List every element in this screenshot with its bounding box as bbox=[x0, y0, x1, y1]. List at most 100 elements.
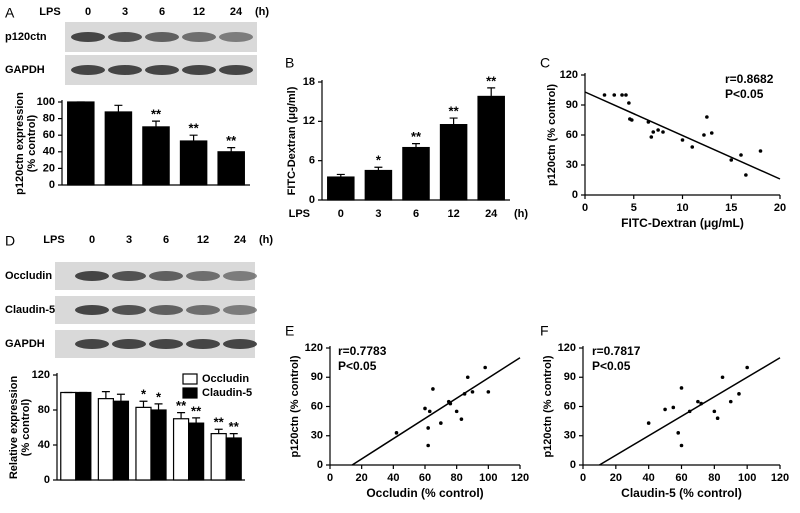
fit-line bbox=[599, 357, 781, 466]
annotation: r=0.7817 bbox=[592, 344, 641, 358]
point bbox=[739, 153, 743, 157]
point bbox=[624, 93, 628, 97]
x-tick-label: 10 bbox=[676, 202, 688, 214]
error-bar bbox=[374, 166, 383, 171]
blot-lane-label: 0 bbox=[89, 234, 95, 246]
y-tick-label: 90 bbox=[564, 371, 576, 383]
blot-band bbox=[108, 32, 142, 42]
y-tick-label: 120 bbox=[32, 369, 50, 381]
blot-band bbox=[219, 32, 253, 42]
bar bbox=[439, 124, 468, 201]
y-axis-title: p120ctn (% control) bbox=[542, 355, 554, 457]
panel-label: A bbox=[5, 5, 15, 21]
x-tick-label: 120 bbox=[511, 472, 529, 484]
annotation: P<0.05 bbox=[338, 359, 377, 373]
panel-label: C bbox=[540, 55, 550, 71]
error-bar bbox=[336, 173, 345, 178]
y-tick-label: 120 bbox=[305, 342, 323, 354]
significance-mark: ** bbox=[229, 419, 240, 434]
blot-band bbox=[186, 339, 220, 349]
x-tick-label: 0 bbox=[327, 472, 333, 484]
blot-band bbox=[145, 65, 179, 75]
y-tick-label: 30 bbox=[311, 430, 323, 442]
annotation: r=0.7783 bbox=[338, 344, 387, 358]
blot-lane-label: 24 bbox=[234, 234, 247, 246]
error-bar bbox=[177, 412, 186, 419]
point bbox=[483, 365, 487, 370]
blot-band bbox=[75, 339, 109, 349]
point bbox=[431, 387, 435, 391]
blot-lane-label: 3 bbox=[126, 234, 132, 246]
significance-mark: * bbox=[156, 389, 162, 404]
point bbox=[729, 158, 734, 162]
point bbox=[671, 405, 676, 410]
significance-mark: ** bbox=[411, 129, 422, 144]
y-axis-title: p120ctn expression bbox=[14, 92, 26, 195]
blot-row-label: p120ctn bbox=[5, 31, 47, 43]
blot-lane-label: 24 bbox=[230, 6, 243, 18]
bar bbox=[217, 151, 245, 186]
blot-lane-label: 6 bbox=[163, 234, 169, 246]
x-tick-label: 24 bbox=[485, 208, 498, 220]
point bbox=[728, 399, 733, 404]
x-axis-title: LPS bbox=[289, 208, 310, 220]
x-axis-unit: (h) bbox=[514, 208, 528, 220]
y-axis-title: (% control) bbox=[20, 398, 32, 456]
error-bar bbox=[412, 143, 420, 148]
y-tick-label: 60 bbox=[566, 129, 578, 141]
error-bar bbox=[487, 87, 496, 97]
point bbox=[696, 399, 700, 404]
point bbox=[720, 375, 725, 380]
panel-label: D bbox=[5, 233, 15, 249]
x-tick-label: 40 bbox=[643, 472, 655, 484]
blot-lane-label: 12 bbox=[197, 234, 209, 246]
blot-band bbox=[75, 305, 109, 315]
blot-band bbox=[219, 65, 253, 75]
y-axis-title: p120ctn (% control) bbox=[546, 84, 558, 186]
annotation: P<0.05 bbox=[725, 87, 764, 101]
bar bbox=[364, 169, 393, 201]
point bbox=[612, 93, 617, 97]
significance-mark: ** bbox=[191, 403, 202, 418]
x-tick-label: 0 bbox=[338, 208, 344, 220]
x-tick-label: 20 bbox=[774, 202, 786, 214]
blot-band bbox=[186, 271, 220, 281]
point bbox=[702, 133, 706, 137]
point bbox=[712, 409, 717, 414]
y-tick-label: 90 bbox=[566, 99, 578, 111]
point bbox=[651, 130, 656, 134]
blot-band bbox=[145, 32, 179, 42]
x-tick-label: 40 bbox=[387, 472, 399, 484]
bar bbox=[477, 95, 505, 201]
panel-label: E bbox=[285, 323, 294, 339]
y-tick-label: 0 bbox=[44, 474, 50, 486]
x-tick-label: 15 bbox=[725, 202, 737, 214]
y-tick-label: 120 bbox=[560, 69, 578, 81]
y-tick-label: 0 bbox=[572, 189, 578, 201]
error-bar bbox=[227, 147, 236, 152]
y-tick-label: 120 bbox=[558, 342, 576, 354]
y-tick-label: 30 bbox=[564, 430, 576, 442]
point bbox=[423, 406, 427, 411]
significance-mark: * bbox=[376, 153, 382, 168]
blot-band bbox=[71, 32, 105, 42]
error-bar bbox=[139, 400, 148, 408]
y-tick-label: 0 bbox=[309, 194, 315, 206]
point bbox=[679, 386, 684, 390]
blot-band bbox=[112, 339, 146, 349]
blot-band bbox=[108, 65, 142, 75]
point bbox=[439, 421, 443, 425]
legend-label: Occludin bbox=[202, 373, 249, 385]
y-tick-label: 60 bbox=[311, 400, 323, 412]
error-bar bbox=[152, 120, 160, 127]
point bbox=[426, 426, 430, 430]
point bbox=[705, 115, 709, 119]
blot-row-label: Claudin-5 bbox=[5, 304, 55, 316]
point bbox=[680, 138, 685, 142]
y-tick-label: 0 bbox=[317, 459, 323, 471]
blot-band bbox=[149, 271, 183, 281]
blot-lane-label: 6 bbox=[159, 6, 165, 18]
x-axis-title: Claudin-5 (% control) bbox=[621, 486, 742, 500]
significance-mark: ** bbox=[189, 121, 200, 136]
blot-row-label: Occludin bbox=[5, 270, 52, 282]
